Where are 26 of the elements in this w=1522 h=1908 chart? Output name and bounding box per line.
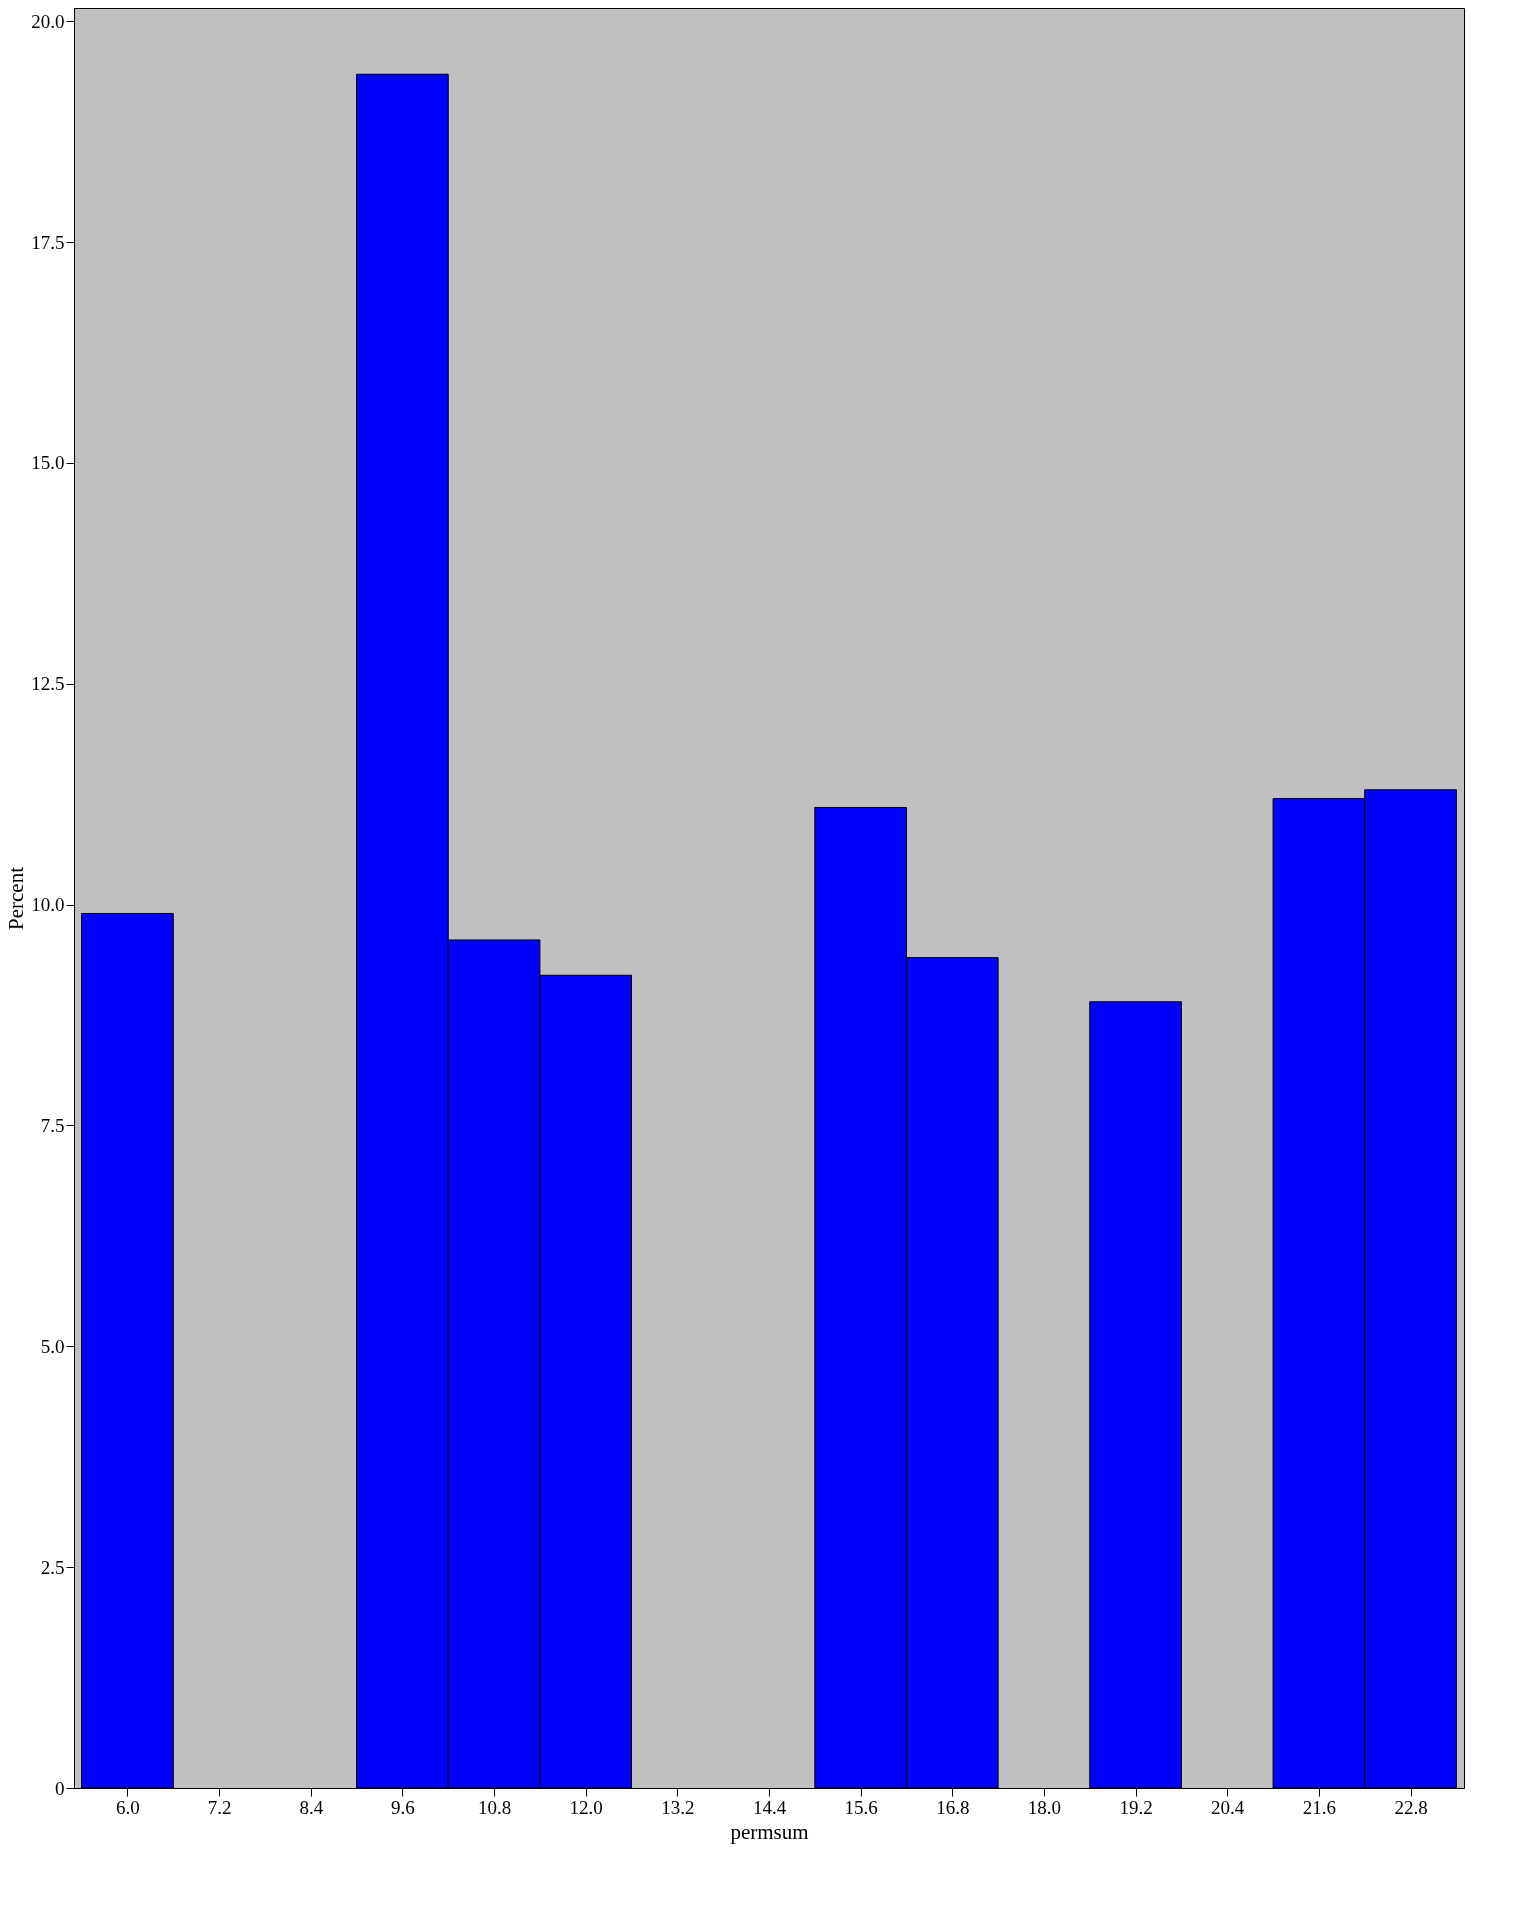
x-tick-label: 8.4 <box>299 1796 324 1818</box>
y-axis-title: Percent <box>4 866 29 930</box>
y-tick-label: 15.0 <box>31 452 65 474</box>
x-tick-label: 18.0 <box>1027 1796 1062 1818</box>
x-tick-label: 20.4 <box>1211 1796 1245 1818</box>
x-tick-label: 21.6 <box>1302 1796 1337 1818</box>
y-tick-label: 5.0 <box>40 1335 65 1357</box>
y-tick-label: 20.0 <box>31 10 65 32</box>
y-tick-label: 12.5 <box>31 673 65 695</box>
y-tick-label: 2.5 <box>40 1556 65 1578</box>
x-tick-label: 16.8 <box>936 1796 970 1818</box>
x-tick-label: 15.6 <box>844 1796 878 1818</box>
x-axis-title: permsum <box>730 1819 809 1844</box>
x-tick-label: 10.8 <box>477 1796 512 1818</box>
y-tick-label: 0 <box>55 1777 65 1799</box>
x-tick-label: 22.8 <box>1394 1796 1428 1818</box>
x-tick-label: 9.6 <box>391 1796 415 1818</box>
x-tick-label: 7.2 <box>207 1796 232 1818</box>
y-tick-label: 10.0 <box>31 894 65 916</box>
x-tick-label: 19.2 <box>1119 1796 1153 1818</box>
x-tick-label: 14.4 <box>752 1796 787 1818</box>
x-tick-label: 13.2 <box>661 1796 695 1818</box>
y-tick-label: 17.5 <box>31 231 65 253</box>
x-tick-label: 6.0 <box>116 1796 140 1818</box>
y-tick-label: 7.5 <box>40 1114 65 1136</box>
x-tick-label: 12.0 <box>569 1796 603 1818</box>
